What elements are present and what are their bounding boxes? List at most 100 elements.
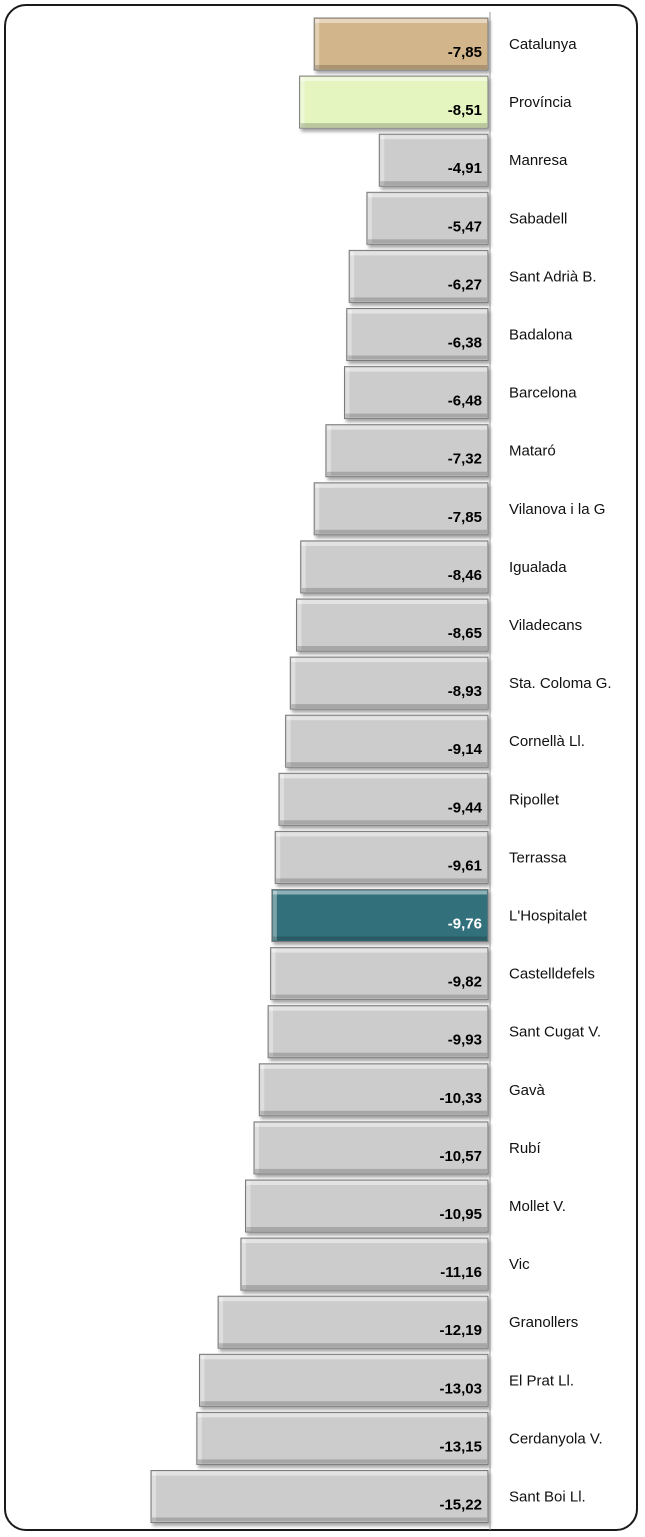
bar-highlight	[286, 716, 487, 721]
category-label: Gavà	[509, 1082, 546, 1099]
bar-highlight-left	[350, 251, 355, 302]
bar-highlight	[246, 1181, 487, 1185]
category-label: Rubí	[509, 1140, 542, 1157]
bar-highlight-left	[297, 600, 302, 650]
bar-highlight	[197, 1413, 488, 1418]
category-label: Sant Adrià B.	[509, 268, 597, 285]
category-label: Badalona	[509, 327, 573, 344]
bar-value-label: -13,03	[439, 1380, 482, 1397]
category-label: Igualada	[509, 559, 567, 576]
bar-value-label: -9,61	[448, 857, 482, 874]
bar-value-label: -12,19	[439, 1322, 482, 1339]
bar-shade	[326, 471, 487, 476]
category-label: Província	[509, 94, 572, 111]
bar-highlight	[326, 425, 487, 430]
bar-group: -6,48 Barcelona	[344, 366, 577, 420]
bar	[313, 482, 489, 536]
bar-value-label: -6,48	[448, 393, 482, 410]
bar-highlight	[272, 890, 487, 895]
bar-shade	[315, 529, 487, 534]
bar	[253, 1121, 489, 1175]
bar-value-label: -8,46	[448, 567, 482, 584]
bar-value-label: -9,44	[448, 799, 483, 816]
bar	[366, 191, 489, 245]
bar-shade	[280, 820, 487, 825]
bar-highlight	[350, 251, 487, 256]
bar-highlight-left	[260, 1064, 265, 1115]
bar	[270, 947, 489, 1001]
category-label: Sant Boi Ll.	[509, 1489, 586, 1506]
bar	[378, 133, 489, 187]
bar	[348, 249, 489, 303]
bar-group: -8,65 Viladecans	[296, 598, 582, 652]
bar-value-label: -15,22	[439, 1497, 482, 1514]
bar	[274, 830, 489, 884]
bar-value-label: -4,91	[448, 160, 482, 177]
category-label: Ripollet	[509, 791, 560, 808]
bar-shade	[350, 297, 487, 302]
bar-shade	[219, 1343, 487, 1348]
bar-shade	[297, 646, 487, 650]
bar-group: -10,33 Gavà	[258, 1063, 546, 1117]
bar	[344, 366, 489, 420]
bar-group: -6,38 Badalona	[346, 308, 573, 361]
bar	[150, 1470, 489, 1523]
bar-value-label: -5,47	[448, 218, 482, 235]
bar-value-label: -6,27	[448, 276, 482, 293]
bar-shade	[255, 1168, 487, 1173]
bar-group: -6,27 Sant Adrià B.	[348, 249, 597, 303]
bar	[285, 714, 489, 768]
bar-value-label: -8,65	[448, 625, 482, 642]
bar-value-label: -10,95	[439, 1206, 482, 1223]
bar-highlight-left	[347, 309, 352, 360]
bar-highlight-left	[291, 658, 296, 709]
bar-value-label: -11,16	[440, 1264, 482, 1281]
bar-shade	[347, 355, 487, 360]
bar-shade	[241, 1285, 487, 1290]
bar-highlight	[241, 1239, 487, 1244]
bar-highlight	[315, 483, 487, 488]
bar-group: -8,51 Província	[299, 75, 572, 129]
bar-value-label: -9,93	[448, 1032, 482, 1049]
category-label: Catalunya	[509, 36, 577, 53]
bar-value-label: -9,82	[448, 974, 482, 991]
bar-group: -9,76 L'Hospitalet	[271, 889, 588, 942]
bar-highlight-left	[380, 135, 385, 186]
bar	[217, 1295, 489, 1349]
bar-highlight	[291, 658, 487, 663]
bar-shade	[197, 1459, 488, 1464]
bar-value-label: -8,51	[448, 102, 482, 119]
category-label: L'Hospitalet	[509, 908, 588, 925]
bar-highlight-left	[255, 1122, 259, 1173]
bar-group: -8,93 Sta. Coloma G.	[289, 656, 612, 710]
bar	[296, 598, 489, 652]
bar-highlight-left	[276, 832, 281, 883]
bar-highlight	[345, 367, 487, 372]
bar	[300, 540, 489, 594]
bar-highlight	[255, 1122, 487, 1127]
category-label: Sant Cugat V.	[509, 1024, 601, 1041]
bar-value-label: -6,38	[448, 335, 482, 352]
bar-value-label: -10,57	[439, 1148, 482, 1165]
bar-group: -11,16 Vic	[240, 1237, 530, 1291]
category-label: El Prat Ll.	[509, 1372, 574, 1389]
bar-highlight	[280, 774, 487, 779]
bar	[267, 1005, 489, 1059]
bar-group: -9,93 Sant Cugat V.	[267, 1005, 601, 1059]
bar-highlight	[152, 1471, 487, 1476]
bar-highlight-left	[271, 948, 276, 999]
bar-value-label: -10,33	[439, 1090, 482, 1107]
bar-highlight	[347, 309, 487, 314]
category-label: Terrassa	[509, 849, 567, 866]
bar-highlight-left	[286, 716, 291, 767]
bar-shade	[276, 878, 487, 883]
bar-value-label: -9,76	[448, 916, 482, 933]
bar	[199, 1353, 489, 1407]
bar-highlight-left	[272, 890, 277, 941]
bar-highlight	[219, 1297, 487, 1302]
bar-shade	[269, 1052, 487, 1057]
bar-highlight	[380, 135, 487, 140]
category-label: Cornellà Ll.	[509, 733, 585, 750]
bar-highlight-left	[200, 1355, 205, 1406]
